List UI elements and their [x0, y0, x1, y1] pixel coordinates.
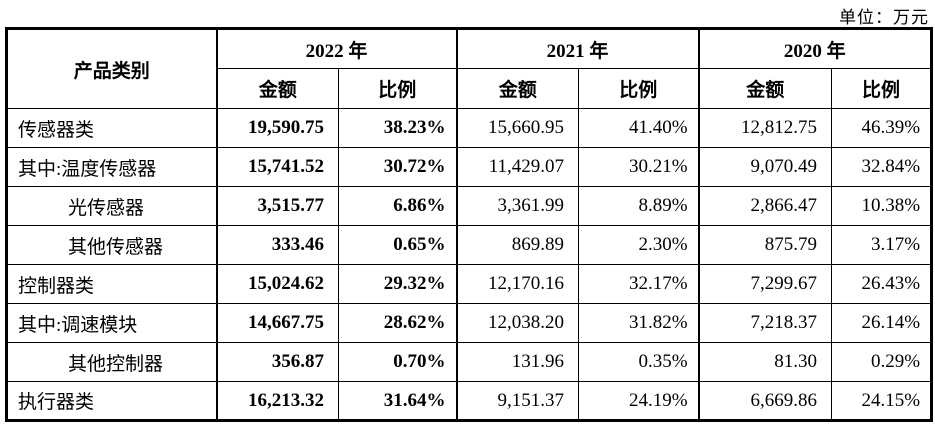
row-label: 其中:调速模块	[6, 303, 218, 343]
ratio-2021: 8.89%	[578, 186, 700, 226]
amount-2021: 869.89	[456, 225, 580, 265]
ratio-2022: 30.72%	[337, 147, 458, 187]
row-label: 控制器类	[6, 264, 218, 304]
ratio-2022: 28.62%	[337, 303, 458, 343]
amount-2020: 875.79	[698, 225, 833, 265]
row-label: 执行器类	[6, 381, 218, 421]
amount-2022: 15,024.62	[216, 264, 339, 304]
amount-2022: 333.46	[216, 225, 339, 265]
ratio-header-2020: 比例	[831, 68, 933, 109]
product-category-table: 产品类别 2022 年 2021 年 2020 年 金额 比例 金额 比例 金额…	[5, 27, 934, 422]
ratio-2022: 0.70%	[337, 342, 458, 382]
ratio-2020: 26.43%	[831, 264, 933, 304]
ratio-2020: 26.14%	[831, 303, 933, 343]
amount-2020: 9,070.49	[698, 147, 833, 187]
amount-2022: 16,213.32	[216, 381, 339, 421]
ratio-2022: 29.32%	[337, 264, 458, 304]
table-row: 执行器类 16,213.32 31.64% 9,151.37 24.19% 6,…	[6, 381, 933, 421]
ratio-2020: 3.17%	[831, 225, 933, 265]
row-label: 其他传感器	[6, 225, 218, 265]
ratio-header-2021: 比例	[578, 68, 700, 109]
ratio-2022: 38.23%	[337, 108, 458, 148]
ratio-2021: 32.17%	[578, 264, 700, 304]
amount-2021: 15,660.95	[456, 108, 580, 148]
table-row: 其中:调速模块 14,667.75 28.62% 12,038.20 31.82…	[6, 303, 933, 343]
amount-2020: 7,218.37	[698, 303, 833, 343]
amount-2020: 2,866.47	[698, 186, 833, 226]
amount-header-2021: 金额	[456, 68, 580, 109]
amount-header-2020: 金额	[698, 68, 833, 109]
table-row: 控制器类 15,024.62 29.32% 12,170.16 32.17% 7…	[6, 264, 933, 304]
amount-2022: 3,515.77	[216, 186, 339, 226]
amount-2021: 12,038.20	[456, 303, 580, 343]
category-header: 产品类别	[6, 28, 218, 109]
year-header-row: 产品类别 2022 年 2021 年 2020 年	[6, 28, 933, 109]
year-header-2021: 2021 年	[456, 28, 700, 69]
amount-2020: 12,812.75	[698, 108, 833, 148]
table-row: 其他传感器 333.46 0.65% 869.89 2.30% 875.79 3…	[6, 225, 933, 265]
amount-2021: 12,170.16	[456, 264, 580, 304]
row-label: 传感器类	[6, 108, 218, 148]
ratio-2020: 0.29%	[831, 342, 933, 382]
ratio-2021: 31.82%	[578, 303, 700, 343]
ratio-2022: 31.64%	[337, 381, 458, 421]
table-row: 其他控制器 356.87 0.70% 131.96 0.35% 81.30 0.…	[6, 342, 933, 382]
row-label: 其中:温度传感器	[6, 147, 218, 187]
ratio-2020: 32.84%	[831, 147, 933, 187]
table-row: 传感器类 19,590.75 38.23% 15,660.95 41.40% 1…	[6, 108, 933, 148]
row-label: 光传感器	[6, 186, 218, 226]
row-label: 其他控制器	[6, 342, 218, 382]
amount-2022: 356.87	[216, 342, 339, 382]
ratio-2022: 0.65%	[337, 225, 458, 265]
amount-header-2022: 金额	[216, 68, 339, 109]
year-header-2022: 2022 年	[215, 28, 458, 69]
unit-label: 单位：万元	[839, 8, 929, 27]
ratio-header-2022: 比例	[337, 68, 458, 109]
amount-2022: 19,590.75	[216, 108, 339, 148]
amount-2020: 6,669.86	[698, 381, 833, 421]
table-row: 光传感器 3,515.77 6.86% 3,361.99 8.89% 2,866…	[6, 186, 933, 226]
amount-2021: 3,361.99	[456, 186, 580, 226]
table-row: 其中:温度传感器 15,741.52 30.72% 11,429.07 30.2…	[6, 147, 933, 187]
amount-2020: 81.30	[698, 342, 833, 382]
ratio-2020: 24.15%	[831, 381, 933, 421]
ratio-2021: 30.21%	[578, 147, 700, 187]
ratio-2021: 0.35%	[578, 342, 700, 382]
subheader-row: 金额 比例 金额 比例 金额 比例	[7, 68, 933, 109]
amount-2022: 15,741.52	[216, 147, 339, 187]
year-header-2020: 2020 年	[698, 28, 933, 69]
amount-2021: 11,429.07	[456, 147, 580, 187]
ratio-2021: 24.19%	[578, 381, 700, 421]
amount-2021: 131.96	[456, 342, 580, 382]
ratio-2020: 10.38%	[831, 186, 933, 226]
ratio-2020: 46.39%	[831, 108, 933, 148]
amount-2021: 9,151.37	[456, 381, 580, 421]
amount-2022: 14,667.75	[216, 303, 339, 343]
amount-2020: 7,299.67	[698, 264, 833, 304]
ratio-2022: 6.86%	[337, 186, 458, 226]
table-header: 产品类别 2022 年 2021 年 2020 年 金额 比例 金额 比例 金额…	[6, 28, 933, 109]
ratio-2021: 41.40%	[578, 108, 700, 148]
ratio-2021: 2.30%	[578, 225, 700, 265]
table-body: 传感器类 19,590.75 38.23% 15,660.95 41.40% 1…	[6, 108, 933, 421]
